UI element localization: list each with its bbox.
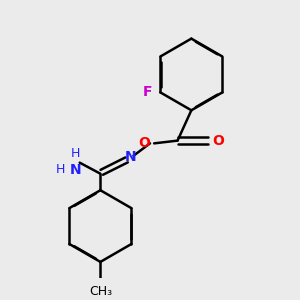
Text: O: O: [212, 134, 224, 148]
Text: N: N: [125, 150, 136, 164]
Text: H: H: [56, 163, 65, 176]
Text: CH₃: CH₃: [89, 285, 112, 298]
Text: O: O: [138, 136, 150, 150]
Text: N: N: [70, 163, 81, 177]
Text: F: F: [142, 85, 152, 99]
Text: H: H: [71, 147, 80, 160]
